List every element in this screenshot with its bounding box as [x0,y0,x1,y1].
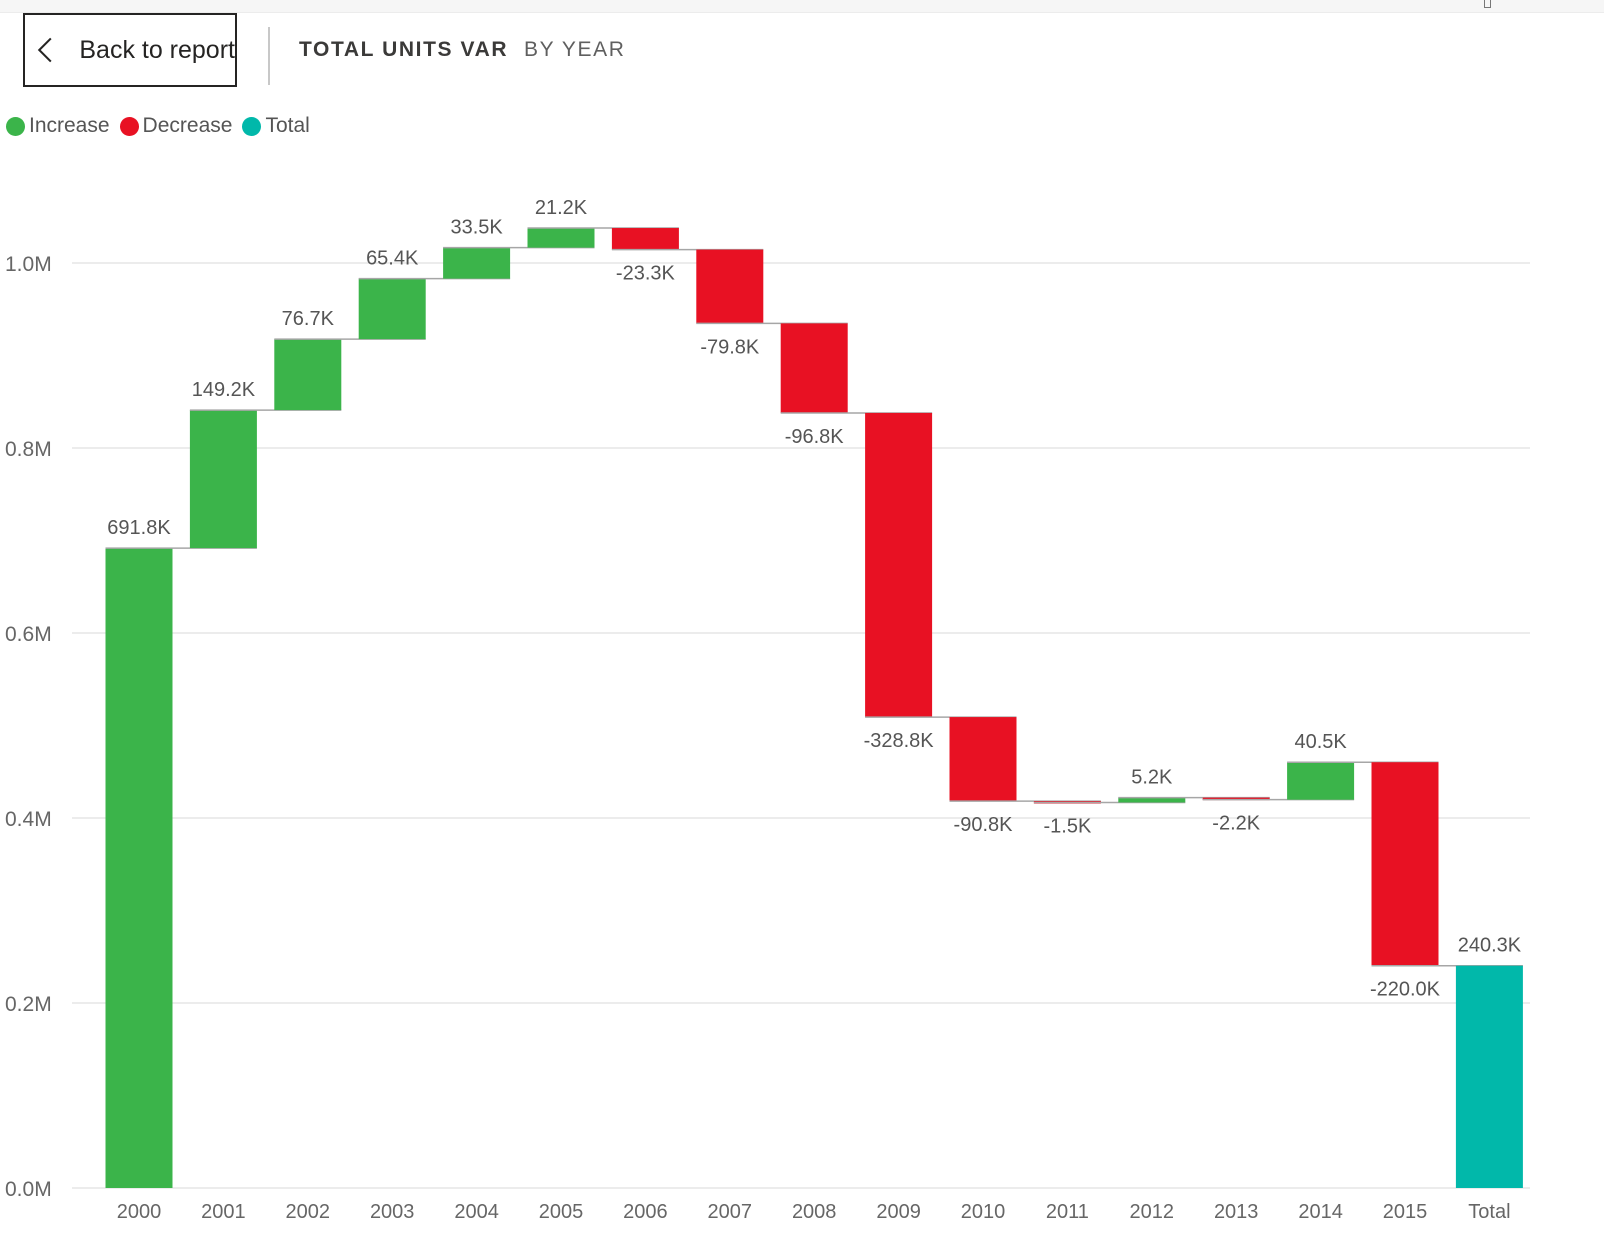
data-label: -2.2K [1212,813,1260,835]
header-divider [268,27,270,85]
bar-2001 [189,410,257,549]
drill-level-label[interactable]: BY YEAR [524,38,626,61]
x-tick-label: 2004 [454,1201,499,1223]
y-tick-label: 0.8M [5,438,52,461]
x-tick-label: 2009 [876,1201,921,1223]
x-tick-label: 2010 [961,1201,1006,1223]
chart-legend: Increase Decrease Total [6,114,320,138]
y-tick-label: 0.0M [5,1178,52,1201]
data-label: -79.8K [700,336,760,358]
x-tick-label: 2015 [1383,1201,1428,1223]
legend-item-increase[interactable]: Increase [6,114,110,138]
x-tick-label: 2001 [201,1201,246,1223]
data-label: -96.8K [785,426,845,448]
legend-label-decrease: Decrease [142,114,233,137]
top-bar [0,0,1604,13]
data-label: 240.3K [1458,935,1522,957]
x-tick-label: 2011 [1046,1201,1089,1223]
legend-dot-increase-icon [6,116,25,136]
bar-2010 [949,717,1017,802]
legend-item-decrease[interactable]: Decrease [119,114,233,138]
back-button-label: Back to report [79,35,235,64]
x-tick-label: 2013 [1214,1201,1259,1223]
data-label: -328.8K [864,730,935,752]
legend-label-increase: Increase [29,114,110,137]
legend-label-total: Total [265,114,310,137]
data-label: 65.4K [366,248,419,270]
legend-dot-total-icon [242,116,262,136]
bar-2006 [611,228,679,250]
window-corner-icon [1484,0,1491,8]
data-label: 76.7K [282,308,335,330]
data-label: -23.3K [616,263,676,285]
x-tick-label: Total [1468,1201,1510,1223]
bar-2000 [105,548,173,1188]
chevron-left-icon [37,37,52,63]
data-label: -220.0K [1370,979,1441,1001]
bar-2008 [780,323,848,413]
x-tick-label: 2005 [539,1201,584,1223]
x-tick-label: 2012 [1130,1201,1175,1223]
bar-2009 [865,412,933,718]
y-tick-label: 0.4M [5,808,52,831]
back-to-report-button[interactable]: Back to report [23,13,237,87]
bar-Total [1455,965,1523,1188]
bar-2012 [1118,797,1186,803]
x-tick-label: 2008 [792,1201,837,1223]
bar-2015 [1371,762,1439,966]
y-tick-label: 1.0M [5,253,52,276]
x-tick-label: 2014 [1298,1201,1343,1223]
bar-2004 [443,247,511,279]
x-tick-label: 2000 [117,1201,162,1223]
data-label: 5.2K [1131,767,1173,789]
data-label: -1.5K [1043,815,1091,837]
x-tick-label: 2007 [708,1201,753,1223]
bar-2014 [1287,762,1355,800]
data-label: 33.5K [450,217,503,239]
x-tick-label: 2002 [286,1201,331,1223]
bar-2003 [358,278,426,340]
bar-2013 [1202,797,1270,801]
bar-2007 [696,249,764,324]
y-tick-label: 0.2M [5,993,52,1016]
x-tick-label: 2003 [370,1201,415,1223]
data-label: 149.2K [192,379,256,401]
legend-item-total[interactable]: Total [242,114,310,138]
legend-dot-decrease-icon [119,116,139,136]
data-label: 40.5K [1294,731,1347,753]
bar-2005 [527,228,595,248]
visual-title: TOTAL UNITS VAR [299,38,509,61]
data-label: 21.2K [535,197,588,219]
bar-2002 [274,339,342,411]
y-tick-label: 0.6M [5,623,52,646]
data-label: -90.8K [954,814,1014,836]
x-tick-label: 2006 [623,1201,668,1223]
data-label: 691.8K [107,517,171,539]
